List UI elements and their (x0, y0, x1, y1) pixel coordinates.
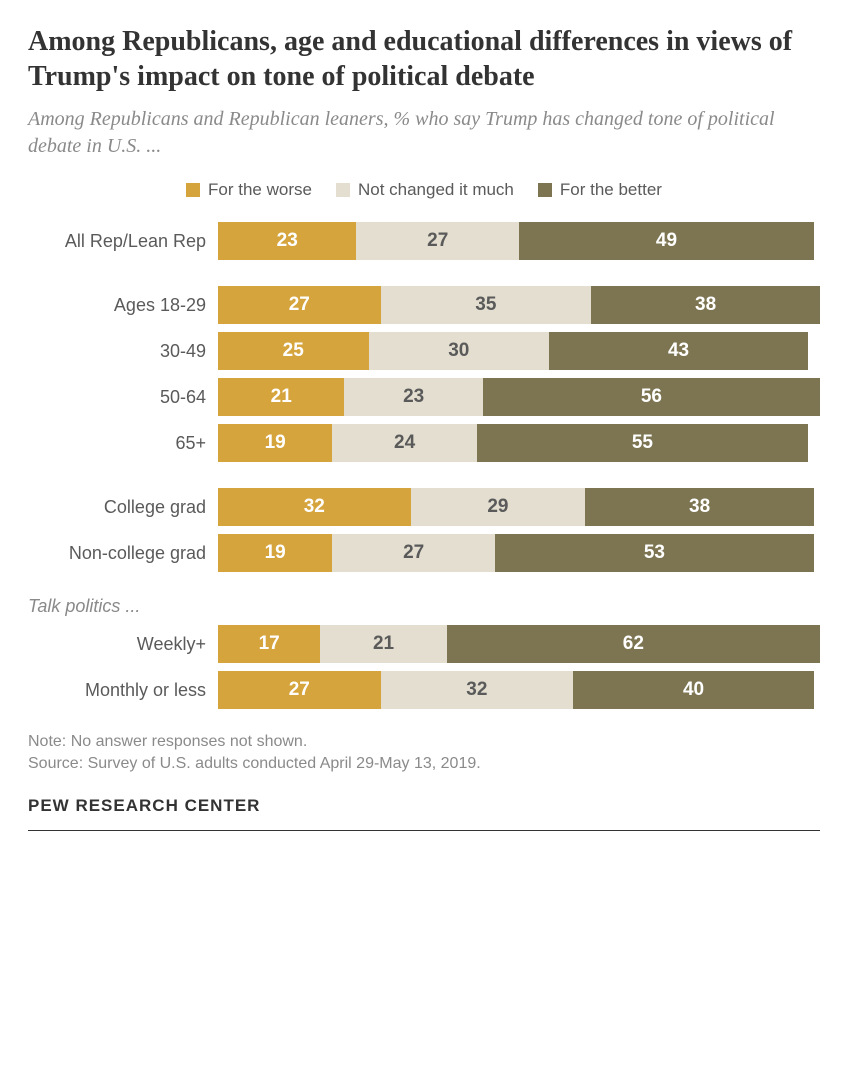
legend-label-nochange: Not changed it much (358, 180, 514, 200)
stacked-bar: 212356 (218, 378, 820, 416)
segment-better: 49 (519, 222, 814, 260)
chart-note: Note: No answer responses not shown. (28, 731, 820, 753)
bar-row: 30-49253043 (28, 330, 820, 372)
segment-worse: 17 (218, 625, 320, 663)
chart-subtitle: Among Republicans and Republican leaners… (28, 106, 820, 160)
segment-pad (808, 424, 820, 462)
chart-rows: All Rep/Lean Rep232749Ages 18-2927353830… (28, 220, 820, 711)
swatch-better (538, 183, 552, 197)
legend-item-nochange: Not changed it much (336, 180, 514, 200)
row-label: 50-64 (28, 387, 218, 408)
row-group: Ages 18-2927353830-4925304350-6421235665… (28, 284, 820, 464)
stacked-bar: 192753 (218, 534, 820, 572)
stacked-bar: 273240 (218, 671, 820, 709)
legend-label-worse: For the worse (208, 180, 312, 200)
chart-title: Among Republicans, age and educational d… (28, 24, 820, 94)
row-group: College grad322938Non-college grad192753 (28, 486, 820, 574)
segment-better: 53 (495, 534, 814, 572)
bar-row: Monthly or less273240 (28, 669, 820, 711)
row-group: All Rep/Lean Rep232749 (28, 220, 820, 262)
stacked-bar: 322938 (218, 488, 820, 526)
legend-item-worse: For the worse (186, 180, 312, 200)
segment-pad (808, 332, 820, 370)
segment-better: 62 (447, 625, 820, 663)
footer-rule (28, 830, 820, 831)
segment-pad (814, 671, 820, 709)
segment-worse: 27 (218, 286, 381, 324)
bar-row: College grad322938 (28, 486, 820, 528)
segment-worse: 21 (218, 378, 344, 416)
segment-pad (814, 534, 820, 572)
bar-row: All Rep/Lean Rep232749 (28, 220, 820, 262)
bar-row: 65+192455 (28, 422, 820, 464)
segment-worse: 27 (218, 671, 381, 709)
row-label: Weekly+ (28, 634, 218, 655)
legend-label-better: For the better (560, 180, 662, 200)
segment-worse: 32 (218, 488, 411, 526)
group-header: Talk politics ... (28, 596, 820, 617)
row-label: Monthly or less (28, 680, 218, 701)
segment-worse: 19 (218, 534, 332, 572)
brand: PEW RESEARCH CENTER (28, 796, 820, 816)
swatch-worse (186, 183, 200, 197)
stacked-bar: 172162 (218, 625, 820, 663)
segment-better: 38 (585, 488, 814, 526)
bar-row: 50-64212356 (28, 376, 820, 418)
segment-nochange: 30 (369, 332, 550, 370)
stacked-bar: 192455 (218, 424, 820, 462)
segment-better: 55 (477, 424, 808, 462)
stacked-bar: 273538 (218, 286, 820, 324)
segment-nochange: 24 (332, 424, 476, 462)
segment-nochange: 27 (356, 222, 519, 260)
segment-nochange: 23 (344, 378, 482, 416)
segment-better: 38 (591, 286, 820, 324)
bar-row: Weekly+172162 (28, 623, 820, 665)
segment-better: 43 (549, 332, 808, 370)
bar-row: Non-college grad192753 (28, 532, 820, 574)
stacked-bar: 232749 (218, 222, 820, 260)
chart-source: Source: Survey of U.S. adults conducted … (28, 753, 820, 775)
row-label: Ages 18-29 (28, 295, 218, 316)
stacked-bar: 253043 (218, 332, 820, 370)
row-label: All Rep/Lean Rep (28, 231, 218, 252)
bar-row: Ages 18-29273538 (28, 284, 820, 326)
segment-nochange: 21 (320, 625, 446, 663)
row-label: College grad (28, 497, 218, 518)
segment-better: 40 (573, 671, 814, 709)
legend-item-better: For the better (538, 180, 662, 200)
row-label: 30-49 (28, 341, 218, 362)
segment-pad (814, 488, 820, 526)
segment-nochange: 32 (381, 671, 574, 709)
segment-pad (814, 222, 820, 260)
segment-nochange: 29 (411, 488, 586, 526)
segment-worse: 23 (218, 222, 356, 260)
row-label: Non-college grad (28, 543, 218, 564)
row-group: Talk politics ...Weekly+172162Monthly or… (28, 596, 820, 711)
segment-worse: 25 (218, 332, 369, 370)
segment-nochange: 35 (381, 286, 592, 324)
segment-nochange: 27 (332, 534, 495, 572)
segment-worse: 19 (218, 424, 332, 462)
swatch-nochange (336, 183, 350, 197)
segment-better: 56 (483, 378, 820, 416)
row-label: 65+ (28, 433, 218, 454)
legend: For the worse Not changed it much For th… (28, 180, 820, 200)
